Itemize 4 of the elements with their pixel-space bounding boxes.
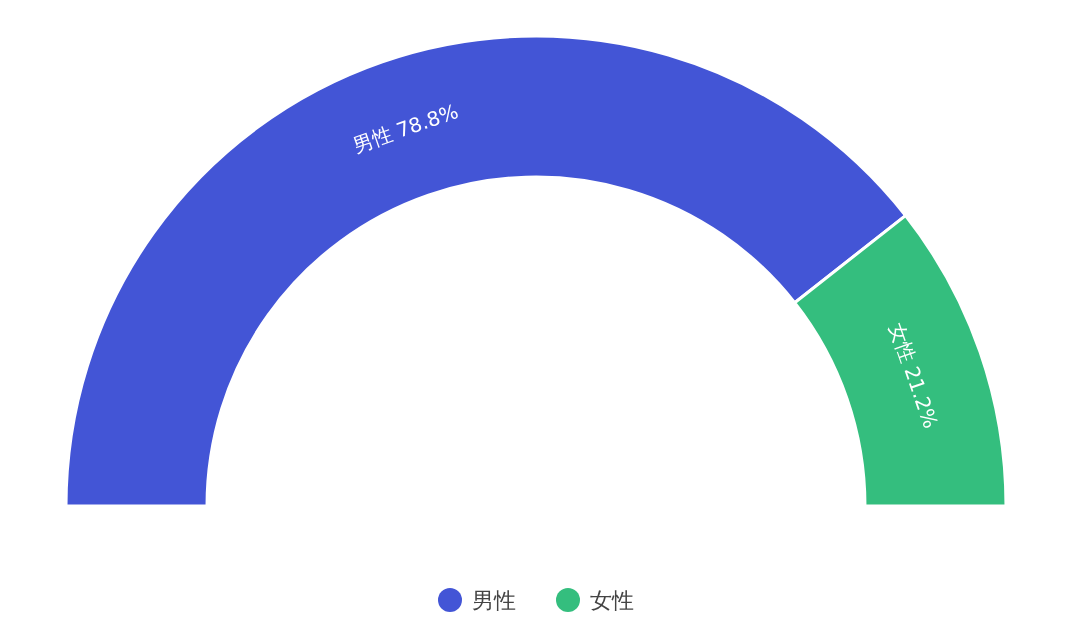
data-label: 女性 21.2% (884, 319, 943, 432)
data-label: 男性 78.8% (349, 99, 462, 158)
legend-label: 女性 (590, 587, 634, 613)
legend-label: 男性 (472, 587, 516, 613)
